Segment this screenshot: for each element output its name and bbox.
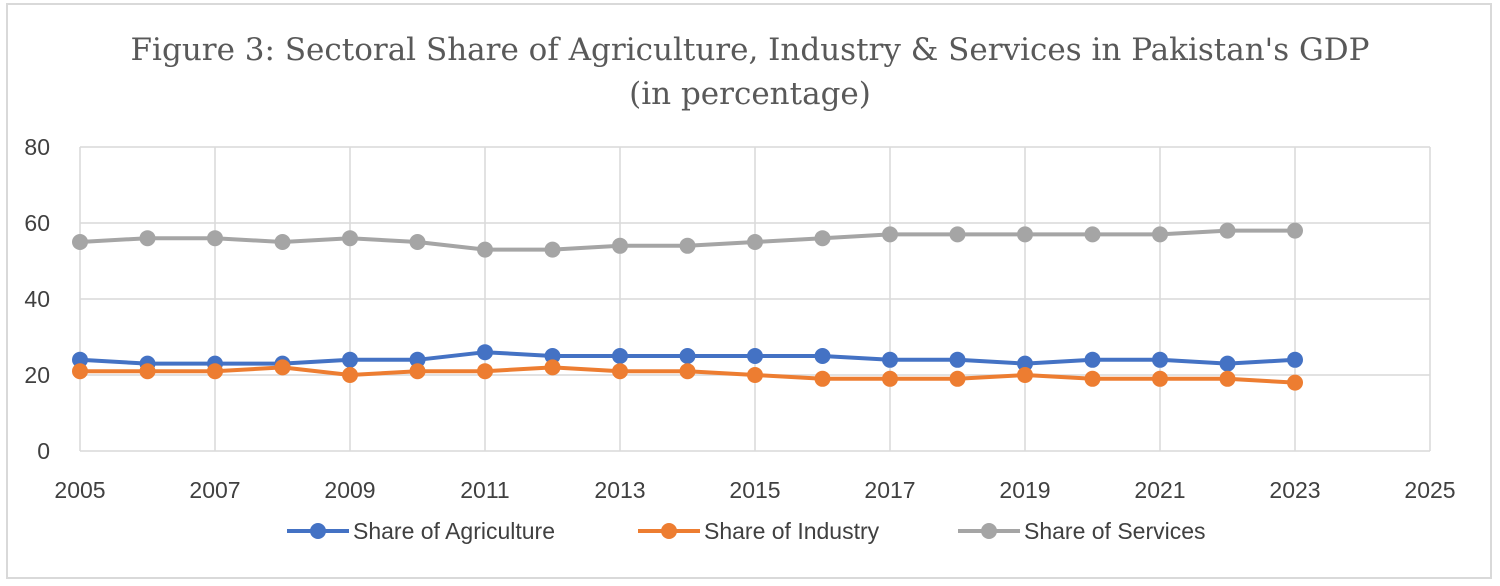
data-point [207, 230, 223, 247]
grid [79, 146, 1431, 452]
legend-item: Share of Industry [638, 518, 880, 544]
data-point [612, 237, 628, 254]
legend-label: Share of Agriculture [353, 518, 555, 544]
data-point [139, 363, 156, 380]
data-point [72, 351, 88, 368]
data-point [1287, 351, 1303, 368]
x-tick-label: 2013 [594, 477, 645, 503]
data-point [342, 230, 358, 247]
legend-marker [981, 523, 997, 539]
data-point [612, 348, 628, 364]
data-point [679, 363, 696, 380]
data-point [1152, 351, 1168, 368]
data-point [612, 363, 628, 380]
series-share-of-industry [72, 359, 1303, 391]
legend-item: Share of Agriculture [287, 518, 555, 544]
data-point [1084, 226, 1101, 243]
data-point [747, 234, 763, 250]
y-tick-label: 40 [24, 286, 50, 312]
data-point [409, 351, 426, 368]
data-point [747, 367, 763, 383]
series-share-of-services [72, 222, 1303, 258]
x-tick-label: 2015 [729, 477, 780, 503]
data-point [1152, 370, 1168, 387]
data-point [747, 348, 763, 364]
data-point [949, 226, 966, 243]
data-point [882, 351, 898, 368]
legend-item: Share of Services [958, 518, 1206, 544]
data-point [1219, 222, 1236, 239]
x-tick-label: 2017 [864, 477, 915, 503]
legend-marker [310, 523, 326, 539]
x-tick-label: 2009 [324, 477, 375, 503]
chart-title: Figure 3: Sectoral Share of Agriculture,… [131, 32, 1370, 68]
x-tick-label: 2025 [1404, 477, 1455, 503]
y-tick-label: 60 [24, 210, 50, 236]
data-point [72, 234, 88, 250]
data-point [882, 226, 898, 243]
data-point [409, 234, 426, 250]
legend: Share of Agriculture Share of Industry Sha… [287, 518, 1206, 544]
data-point [409, 363, 426, 380]
data-point [814, 348, 831, 364]
x-tick-label: 2019 [999, 477, 1050, 503]
x-tick-label: 2011 [460, 477, 509, 503]
x-tick-label: 2005 [54, 477, 105, 503]
data-point [882, 370, 898, 387]
y-tick-label: 20 [24, 362, 50, 388]
chart-frame [6, 3, 1492, 579]
data-point [679, 237, 696, 254]
data-point [477, 344, 493, 361]
data-point [1084, 370, 1101, 387]
legend-marker [661, 523, 677, 539]
x-tick-label: 2007 [189, 477, 240, 503]
chart-subtitle: (in percentage) [629, 76, 871, 112]
data-point [1287, 222, 1303, 239]
series-layer [72, 222, 1303, 391]
y-tick-label: 80 [24, 134, 50, 160]
data-point [949, 351, 966, 368]
data-point [1017, 367, 1033, 383]
legend-label: Share of Industry [704, 518, 880, 544]
legend-label: Share of Services [1024, 518, 1206, 544]
data-point [72, 363, 88, 380]
data-point [544, 359, 561, 376]
data-point [1219, 355, 1236, 372]
data-point [544, 348, 561, 364]
data-point [477, 363, 493, 380]
data-point [949, 370, 966, 387]
data-point [477, 241, 493, 258]
data-point [342, 367, 358, 383]
data-point [342, 351, 358, 368]
data-point [814, 370, 831, 387]
x-tick-label: 2023 [1269, 477, 1320, 503]
data-point [139, 230, 156, 247]
y-tick-label: 0 [37, 438, 50, 464]
data-point [1084, 351, 1101, 368]
data-point [1017, 226, 1033, 243]
data-point [544, 241, 561, 258]
data-point [1017, 355, 1033, 372]
data-point [274, 234, 291, 250]
x-tick-label: 2021 [1134, 477, 1185, 503]
axes: 2005 2007 2009 2011 2013 2015 2017 2019 2021 2023… [24, 134, 1455, 503]
data-point [814, 230, 831, 247]
data-point [679, 348, 696, 364]
data-point [1219, 370, 1236, 387]
data-point [274, 359, 291, 376]
data-point [207, 363, 223, 380]
data-point [1287, 374, 1303, 391]
data-point [1152, 226, 1168, 243]
